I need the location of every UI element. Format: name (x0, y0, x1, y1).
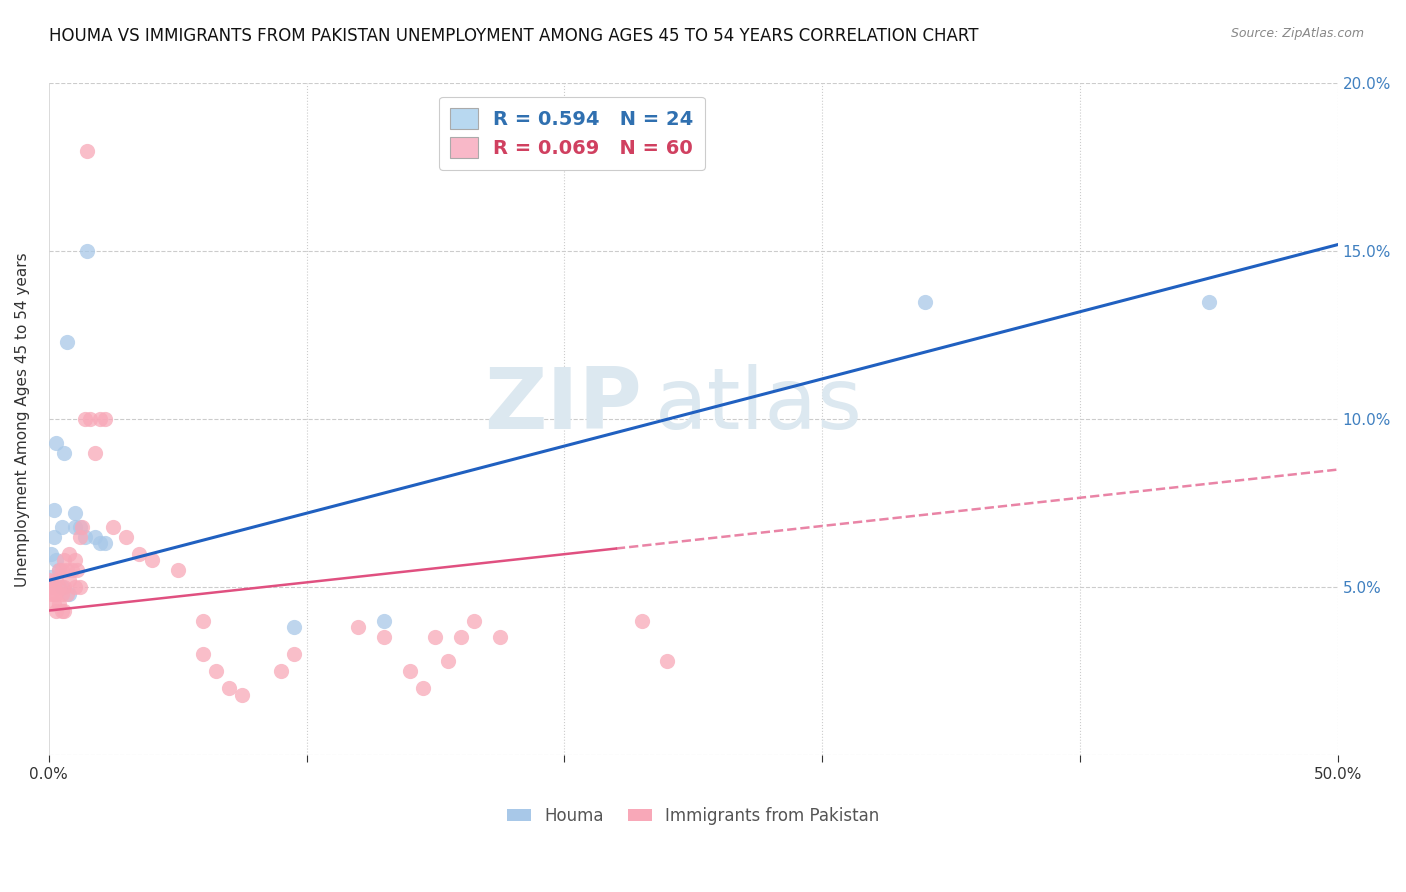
Point (463, 614, 485, 628)
Point (218, 681, 240, 695)
Point (56, 334, 79, 349)
Point (53, 580, 76, 594)
Point (45, 587, 67, 601)
Point (373, 614, 395, 628)
Point (56, 563, 79, 577)
Point (283, 620, 305, 634)
Point (166, 563, 188, 577)
Point (42, 587, 65, 601)
Point (84, 530, 107, 544)
Point (270, 664, 292, 678)
Point (72, 519, 94, 533)
Point (128, 547, 150, 561)
Point (51, 587, 73, 601)
Point (141, 553, 163, 567)
Point (425, 631, 447, 645)
Point (58, 547, 80, 561)
Point (283, 647, 305, 661)
Point (56, 587, 79, 601)
Point (84, 446, 107, 460)
Point (38, 574, 60, 588)
Point (437, 654, 460, 668)
Point (450, 631, 472, 645)
Point (63, 506, 86, 520)
Point (58, 587, 80, 601)
Y-axis label: Unemployment Among Ages 45 to 54 years: Unemployment Among Ages 45 to 54 years (15, 252, 30, 587)
Point (73, 530, 96, 544)
Point (193, 614, 215, 628)
Point (193, 647, 215, 661)
Point (53, 446, 76, 460)
Point (412, 681, 434, 695)
Point (51, 519, 73, 533)
Point (1198, 294, 1220, 309)
Point (347, 620, 370, 634)
Point (63, 519, 86, 533)
Point (69, 530, 91, 544)
Point (45, 604, 67, 618)
Point (231, 688, 253, 702)
Point (53, 553, 76, 567)
Point (398, 664, 420, 678)
Point (41, 580, 63, 594)
Point (41, 570, 63, 584)
Point (42, 503, 65, 517)
Text: ZIP: ZIP (484, 364, 641, 447)
Point (89, 412, 111, 426)
Point (41, 547, 63, 561)
Point (76, 244, 98, 259)
Point (914, 294, 936, 309)
Point (45, 435, 67, 450)
Point (69, 580, 91, 594)
Point (51, 563, 73, 577)
Point (373, 631, 395, 645)
Point (69, 519, 91, 533)
Text: Source: ZipAtlas.com: Source: ZipAtlas.com (1230, 27, 1364, 40)
Point (94, 536, 117, 550)
Point (58, 574, 80, 588)
Point (45, 574, 67, 588)
Point (73, 412, 96, 426)
Point (76, 144, 98, 158)
Point (657, 654, 679, 668)
Point (115, 530, 138, 544)
Point (53, 604, 76, 618)
Point (42, 530, 65, 544)
Point (63, 553, 86, 567)
Point (94, 412, 117, 426)
Point (79, 412, 101, 426)
Point (48, 580, 70, 594)
Point (42, 580, 65, 594)
Text: atlas: atlas (655, 364, 863, 447)
Point (489, 631, 512, 645)
Point (45, 553, 67, 567)
Point (63, 580, 86, 594)
Text: HOUMA VS IMMIGRANTS FROM PAKISTAN UNEMPLOYMENT AMONG AGES 45 TO 54 YEARS CORRELA: HOUMA VS IMMIGRANTS FROM PAKISTAN UNEMPL… (49, 27, 979, 45)
Point (103, 519, 125, 533)
Point (89, 536, 111, 550)
Point (66, 563, 89, 577)
Point (205, 664, 228, 678)
Point (41, 587, 63, 601)
Point (48, 563, 70, 577)
Point (630, 614, 652, 628)
Point (51, 580, 73, 594)
Point (42, 597, 65, 611)
Point (51, 604, 73, 618)
Legend: Houma, Immigrants from Pakistan: Houma, Immigrants from Pakistan (501, 800, 886, 831)
Point (48, 597, 70, 611)
Point (60, 563, 83, 577)
Point (48, 563, 70, 577)
